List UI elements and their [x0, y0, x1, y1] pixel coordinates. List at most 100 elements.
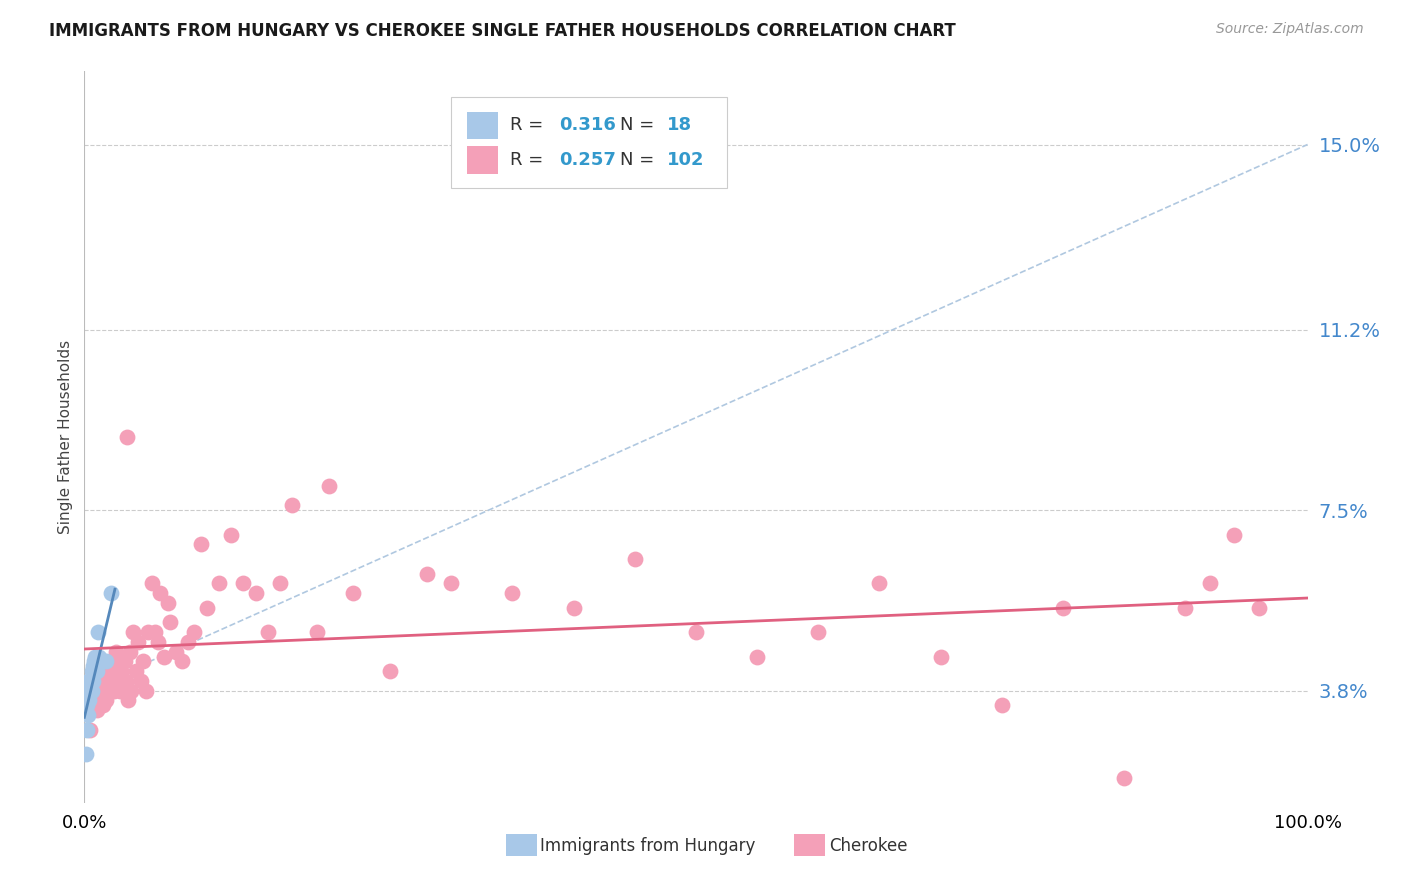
Point	[87, 649, 110, 664]
Point	[305, 625, 328, 640]
Point	[90, 673, 112, 688]
Point	[91, 654, 114, 668]
Point	[177, 635, 200, 649]
Point	[146, 635, 169, 649]
Point	[79, 683, 101, 698]
Point	[1223, 527, 1246, 541]
Point	[77, 708, 100, 723]
Text: Source: ZipAtlas.com: Source: ZipAtlas.com	[1216, 22, 1364, 37]
Text: N =: N =	[620, 116, 661, 134]
Point	[110, 664, 132, 678]
Point	[991, 698, 1014, 713]
Point	[183, 625, 205, 640]
Point	[165, 645, 187, 659]
Point	[1247, 600, 1270, 615]
Point	[83, 654, 105, 668]
Bar	[467, 146, 498, 174]
Point	[380, 664, 402, 678]
Point	[108, 683, 131, 698]
Point	[104, 673, 127, 688]
Text: 0.257: 0.257	[560, 151, 616, 169]
Text: Immigrants from Hungary: Immigrants from Hungary	[540, 837, 755, 855]
Point	[159, 615, 181, 630]
Point	[83, 683, 105, 698]
Point	[87, 625, 110, 640]
Point	[416, 566, 439, 581]
Point	[87, 693, 110, 707]
Point	[929, 649, 952, 664]
Point	[94, 689, 117, 703]
Point	[1198, 576, 1220, 591]
Point	[96, 654, 118, 668]
Point	[97, 673, 120, 688]
Text: R =: R =	[510, 151, 548, 169]
Point	[118, 645, 141, 659]
Point	[281, 499, 304, 513]
Point	[190, 537, 212, 551]
Point	[122, 625, 145, 640]
Point	[869, 576, 891, 591]
Text: 102: 102	[666, 151, 704, 169]
Point	[75, 747, 97, 761]
Point	[100, 673, 122, 688]
Point	[257, 625, 280, 640]
Point	[96, 693, 118, 707]
Point	[127, 635, 149, 649]
Point	[156, 596, 179, 610]
Point	[685, 625, 707, 640]
Point	[342, 586, 364, 600]
Point	[112, 683, 135, 698]
Point	[82, 659, 104, 673]
Point	[101, 654, 124, 668]
FancyBboxPatch shape	[451, 97, 727, 188]
Point	[84, 649, 107, 664]
Point	[77, 683, 100, 698]
Point	[77, 693, 100, 707]
Point	[219, 527, 242, 541]
Point	[232, 576, 254, 591]
Point	[114, 654, 136, 668]
Point	[115, 430, 138, 444]
Point	[76, 723, 98, 737]
Point	[105, 664, 128, 678]
Point	[153, 649, 176, 664]
Point	[100, 586, 122, 600]
Point	[143, 625, 166, 640]
Point	[79, 673, 101, 688]
Point	[1114, 772, 1136, 786]
Point	[115, 673, 138, 688]
Point	[208, 576, 231, 591]
Point	[111, 673, 134, 688]
Point	[269, 576, 291, 591]
Point	[195, 600, 218, 615]
Point	[77, 673, 100, 688]
Point	[120, 683, 142, 698]
Point	[129, 673, 152, 688]
Y-axis label: Single Father Households: Single Father Households	[58, 340, 73, 534]
Point	[93, 683, 115, 698]
Point	[141, 576, 163, 591]
Point	[149, 586, 172, 600]
Point	[117, 693, 139, 707]
Point	[245, 586, 267, 600]
Point	[136, 625, 159, 640]
Point	[440, 576, 463, 591]
Bar	[467, 112, 498, 139]
Point	[562, 600, 585, 615]
Point	[97, 683, 120, 698]
Point	[89, 683, 111, 698]
Point	[107, 654, 129, 668]
Point	[125, 664, 148, 678]
Point	[105, 645, 128, 659]
Point	[624, 552, 647, 566]
Point	[76, 698, 98, 713]
Point	[82, 673, 104, 688]
Point	[79, 723, 101, 737]
Point	[747, 649, 769, 664]
Point	[1052, 600, 1074, 615]
Point	[1174, 600, 1197, 615]
Text: Cherokee: Cherokee	[830, 837, 908, 855]
Point	[135, 683, 157, 698]
Point	[98, 664, 121, 678]
Point	[807, 625, 830, 640]
